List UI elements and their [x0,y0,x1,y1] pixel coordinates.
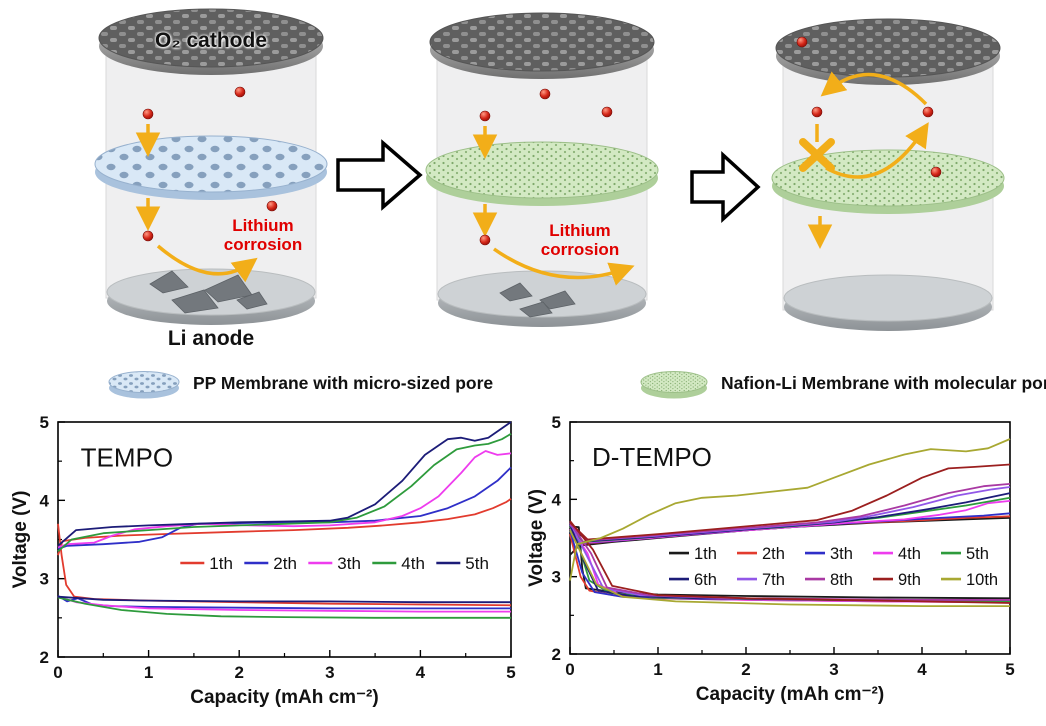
cell-pp [94,8,328,325]
x-tick-label: 3 [829,660,838,679]
shuttle-arc-top [820,71,928,106]
corrosion-arrow [156,244,258,283]
pp-membrane-legend-label: PP Membrane with micro-sized pore [193,372,494,393]
chart-title: D-TEMPO [592,442,712,472]
x-tick-label: 4 [416,663,426,682]
y-tick-label: 3 [552,568,561,587]
legend-label-1th: 1th [694,545,717,563]
pp-membrane-icon [108,371,180,399]
cell-blocked [771,18,1005,331]
y-tick-label: 4 [552,490,562,509]
legend-label-4th: 4th [401,554,425,573]
series-line-10th-charge [569,438,1011,581]
tempo-molecule-dots [142,86,278,242]
series-line-9th-discharge [569,520,1011,604]
legend-label-8th: 8th [830,571,853,589]
x-tick-label: 2 [234,663,243,682]
o2-cathode-label: O₂ cathode [154,29,267,52]
legend-label-7th: 7th [762,571,785,589]
y-tick-label: 2 [552,645,561,664]
legend-label-9th: 9th [898,571,921,589]
y-tick-label: 2 [40,648,49,667]
o2-diffusion-arrows [472,126,635,286]
y-tick-label: 3 [40,570,49,589]
legend-label-5th: 5th [465,554,489,573]
series-line-5th-charge [57,421,512,547]
cell-nafion [425,12,659,327]
cell-schematic [94,8,1005,331]
y-axis-label: Voltage (V) [12,491,31,589]
nafion-membrane-icon [640,371,708,399]
pp-membrane-disc [94,135,328,193]
legend-label-3th: 3th [830,545,853,563]
legend-label-4th: 4th [898,545,921,563]
legend-label-2th: 2th [273,554,297,573]
y-tick-label: 4 [40,491,50,510]
series-line-5th-discharge [57,595,511,604]
corrosion-arrow [492,247,635,286]
lithium-corrosion-label-2: Lithium corrosion [540,221,620,260]
x-tick-label: 0 [565,660,574,679]
nafion-membrane-disc [425,141,659,199]
o2-diffusion-arrows [135,124,258,283]
legend-label-10th: 10th [966,571,998,589]
shuttle-arrows [807,71,929,249]
series-line-3th-charge [57,450,512,549]
legend-label-6th: 6th [694,571,717,589]
membrane-legend-pp: PP Membrane with micro-sized pore [106,362,493,404]
membrane-legend-nafion: Nafion-Li Membrane with molecular pore [638,362,1046,404]
tempo-molecule-dots [796,36,942,178]
blocked-cross-icon [799,138,835,172]
series-line-10th-discharge [569,529,1010,608]
x-tick-label: 1 [653,660,662,679]
series-line-1th-charge [57,498,512,556]
lithium-corrosion-label-1: Lithium corrosion [223,216,303,255]
tempo-molecule-dots [479,88,613,246]
y-axis-label: Voltage (V) [528,489,547,587]
legend-label-5th: 5th [966,545,989,563]
series-line-4th-charge [57,433,512,552]
chart-title: TEMPO [81,443,173,473]
tempo-chart: 0 1 2 3 4 5 2 3 4 5 Capacity (mAh cm⁻²) Voltage (V)… [12,413,516,708]
x-tick-label: 1 [144,663,153,682]
y-tick-label: 5 [40,413,49,432]
legend-label-2th: 2th [762,545,785,563]
nafion-membrane-legend-label: Nafion-Li Membrane with molecular pore [721,372,1046,393]
o2-cathode-disc [429,12,655,72]
x-tick-label: 4 [917,660,927,679]
series-line-8th-discharge [569,521,1010,601]
shuttle-arc-bottom [825,122,929,179]
li-anode-disc [783,274,993,322]
legend-label-3th: 3th [337,554,361,573]
legend-label-1th: 1th [209,554,233,573]
o2-cathode-disc [775,18,1001,78]
block-arrow-2 [690,151,761,223]
block-arrow-1 [336,139,423,211]
x-tick-label: 2 [741,660,750,679]
y-tick-label: 5 [552,413,561,432]
x-tick-label: 5 [506,663,515,682]
li-anode-label: Li anode [167,327,255,350]
series-line-9th-charge [569,463,1011,541]
x-tick-label: 3 [325,663,334,682]
series-line-4th-discharge [57,596,511,619]
x-tick-label: 5 [1005,660,1014,679]
o2-cathode-disc [98,8,324,68]
d-tempo-chart: 0 1 2 3 4 5 2 3 4 5 Capacity (mAh cm⁻²) Voltage (V)… [528,413,1015,705]
x-axis-label: Capacity (mAh cm⁻²) [696,684,884,705]
x-axis-label: Capacity (mAh cm⁻²) [190,687,378,708]
x-tick-label: 0 [53,663,62,682]
corrosion-shards [499,282,576,318]
nafion-membrane-disc [771,149,1005,207]
